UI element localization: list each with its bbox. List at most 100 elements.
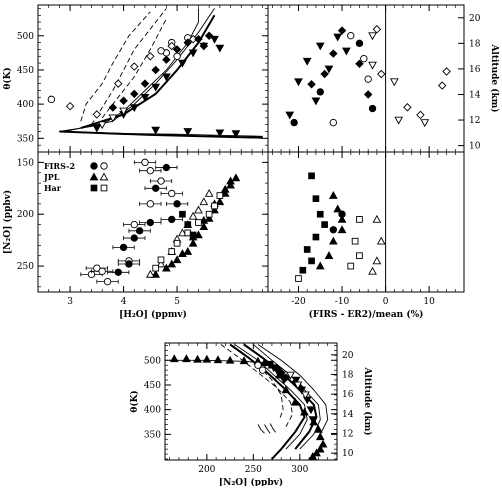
data-point-tri-up-fill — [194, 230, 203, 239]
data-point-circle-open — [329, 118, 338, 127]
data-point-tri-down-fill — [333, 33, 343, 42]
data-point-tri-up-fill — [193, 354, 202, 363]
data-point-tri-down-fill — [342, 47, 351, 56]
data-point-circle-fill — [368, 104, 377, 113]
profile-curve — [91, 8, 167, 125]
data-point-tri-up-open — [178, 228, 187, 237]
data-point-tri-down-fill — [285, 111, 295, 120]
y2-tick-label: 10 — [342, 449, 354, 459]
data-point-circle-open — [157, 177, 165, 185]
data-point-diamond-open — [416, 110, 425, 120]
y-tick-label: 400 — [144, 406, 161, 416]
data-point-circle-fill — [151, 184, 160, 192]
data-point-tri-up-fill — [220, 188, 230, 197]
y-tick-label: 400 — [17, 100, 34, 110]
data-point-tri-up-fill — [151, 269, 161, 278]
data-point-tri-down-fill — [294, 78, 303, 87]
data-point-diamond-fill — [307, 80, 316, 89]
y-tick-label: 450 — [17, 66, 34, 76]
profile-curve — [257, 424, 265, 434]
data-point-tri-down-fill — [231, 130, 241, 139]
y2-tick-label: 20 — [469, 14, 481, 24]
data-point-diamond-open — [92, 110, 102, 119]
profile-curve — [80, 11, 151, 122]
data-point-diamond-open — [113, 79, 123, 88]
data-point-diamond-fill — [204, 31, 214, 41]
data-point-tri-up-fill — [231, 173, 241, 182]
data-point-tri-up-fill — [199, 222, 209, 230]
data-point-circle-fill — [173, 200, 181, 208]
data-point-diamond-fill — [337, 26, 347, 35]
data-point-tri-up-fill — [225, 355, 235, 364]
data-point-tri-down-open — [301, 391, 310, 400]
data-point-square-fill — [312, 233, 320, 241]
data-point-tri-down-fill — [151, 126, 161, 135]
x-tick-label: 3 — [67, 297, 73, 307]
data-point-tri-up-fill — [337, 225, 347, 234]
data-point-diamond-fill — [355, 59, 364, 69]
data-point-circle-fill — [146, 218, 155, 227]
data-point-tri-up-fill — [172, 255, 182, 264]
data-point-square-open — [205, 210, 213, 218]
data-point-diamond-fill — [119, 96, 128, 105]
y2-tick-label: 12 — [469, 116, 480, 126]
legend-label: Har — [44, 183, 62, 193]
data-point-square-open — [195, 219, 202, 226]
data-point-square-fill — [316, 210, 324, 218]
data-layer — [285, 25, 451, 128]
legend-marker-open — [99, 172, 109, 181]
data-point-tri-down-open — [389, 78, 399, 87]
y-axis-label: [N₂O] (ppbv) — [2, 190, 13, 254]
data-point-circle-open — [98, 267, 106, 275]
data-point-tri-up-open — [204, 188, 214, 197]
data-point-tri-up-fill — [226, 176, 235, 185]
data-point-tri-down-open — [368, 32, 377, 41]
data-point-diamond-open — [437, 81, 447, 90]
data-point-tri-up-fill — [167, 259, 177, 268]
panel-tl: 350 400 450 500 θ(K) — [2, 4, 269, 153]
data-point-tri-up-fill — [315, 444, 325, 453]
data-point-tri-up-fill — [315, 261, 325, 270]
data-point-circle-open — [47, 95, 56, 104]
legend-label: JPL — [43, 172, 60, 182]
data-point-tri-down-fill — [210, 35, 219, 44]
data-point-square-fill — [189, 231, 197, 239]
data-point-tri-up-fill — [328, 191, 338, 199]
data-point-tri-up-open — [372, 214, 382, 223]
data-point-diamond-fill — [140, 79, 150, 88]
data-point-tri-up-fill — [239, 356, 249, 365]
data-point-diamond-fill — [194, 34, 203, 44]
profile-curve — [257, 344, 329, 435]
data-point-square-fill — [308, 172, 315, 180]
data-point-tri-up-open — [188, 211, 198, 220]
data-point-tri-up-fill — [328, 236, 338, 245]
profile-curve — [269, 423, 276, 433]
data-point-circle-open — [173, 52, 181, 60]
data-point-square-fill — [184, 221, 192, 228]
profile-curve — [264, 424, 271, 434]
data-point-tri-up-fill — [315, 432, 325, 441]
data-point-diamond-fill — [130, 89, 139, 99]
data-point-circle-fill — [329, 226, 338, 234]
data-point-circle-open — [347, 31, 355, 40]
data-point-diamond-fill — [172, 45, 182, 54]
data-point-diamond-fill — [183, 38, 193, 47]
data-point-tri-up-fill — [204, 213, 214, 222]
data-point-diamond-fill — [151, 65, 160, 75]
data-point-tri-down-fill — [315, 42, 325, 51]
panel-tr: 10 12 14 16 18 20 Altitude (km) — [267, 4, 500, 153]
x-tick-label: -20 — [291, 297, 306, 307]
x-axis-label: [H₂O] (ppmv) — [119, 309, 187, 320]
data-point-tri-down-open — [368, 61, 377, 70]
data-point-circle-fill — [316, 88, 324, 96]
data-point-circle-open — [141, 158, 149, 167]
data-point-diamond-open — [130, 62, 139, 71]
data-point-tri-up-open — [199, 197, 209, 206]
x-axis-label: (FIRS - ER2)/mean (%) — [309, 309, 424, 320]
data-point-tri-up-fill — [314, 424, 323, 433]
x-tick-label: 4 — [121, 297, 127, 307]
profile-curve — [59, 130, 263, 139]
data-point-tri-up-fill — [183, 247, 193, 255]
data-point-square-open — [211, 202, 218, 210]
